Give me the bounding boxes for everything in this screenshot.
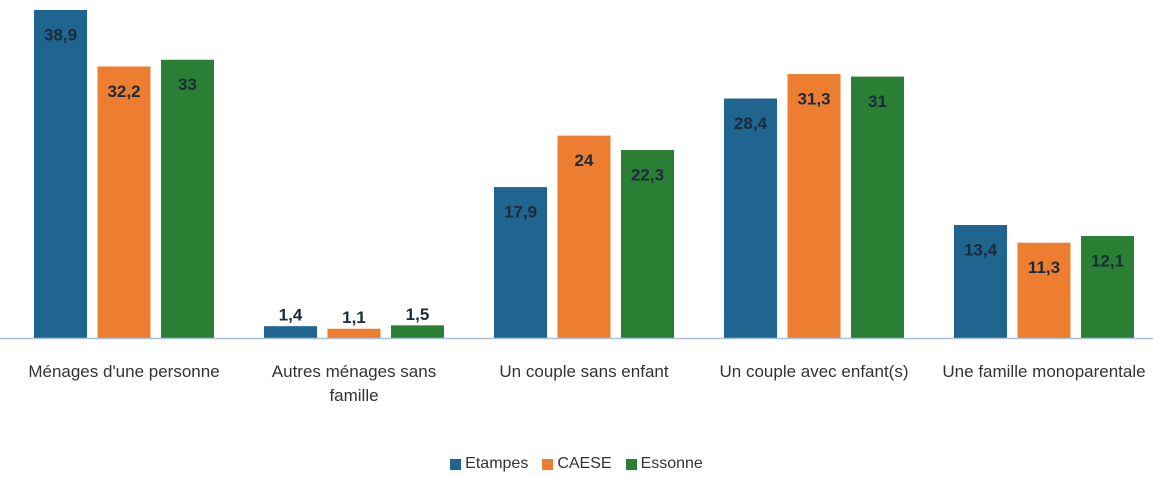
data-label: 32,2 <box>107 82 140 101</box>
bar <box>494 187 547 338</box>
x-tick-label: Ménages d'une personne <box>28 362 220 381</box>
legend-label: Essonne <box>640 455 703 472</box>
bar <box>391 325 444 338</box>
data-label: 31,3 <box>797 90 830 109</box>
bar <box>557 135 611 338</box>
x-tick-label: Un couple avec enfant(s) <box>719 362 909 381</box>
bar <box>724 98 777 339</box>
x-tick-label: Une famille monoparentale <box>942 362 1146 381</box>
x-tick-label: Un couple sans enfant <box>499 362 669 381</box>
data-label: 12,1 <box>1091 251 1124 270</box>
bar <box>954 225 1007 338</box>
legend-swatch <box>625 458 637 470</box>
data-label: 1,5 <box>406 305 430 324</box>
bar <box>851 76 904 339</box>
bar <box>161 59 214 338</box>
data-label: 11,3 <box>1028 258 1060 277</box>
legend-item: CAESE <box>542 455 612 473</box>
data-label: 13,4 <box>964 240 998 259</box>
bar <box>621 149 674 338</box>
legend-item: Etampes <box>450 455 528 473</box>
data-label: 28,4 <box>734 114 768 133</box>
bar <box>1081 235 1134 338</box>
bar <box>1017 242 1071 338</box>
data-label: 1,4 <box>279 306 303 325</box>
legend-label: CAESE <box>557 455 612 472</box>
data-label: 17,9 <box>504 203 537 222</box>
bar <box>327 328 381 338</box>
legend-swatch <box>450 458 462 470</box>
x-tick-label: Autres ménages sans famille <box>271 362 437 405</box>
bar <box>97 66 151 338</box>
data-label: 38,9 <box>44 25 77 44</box>
legend-swatch <box>542 458 554 470</box>
data-label: 31 <box>868 92 887 111</box>
bar <box>264 326 317 338</box>
legend-item: Essonne <box>625 455 703 473</box>
bar <box>787 74 841 338</box>
legend-label: Etampes <box>465 455 529 472</box>
data-label: 33 <box>178 75 197 94</box>
data-label: 24 <box>575 151 594 170</box>
data-label: 22,3 <box>631 165 664 184</box>
data-label: 1,1 <box>342 308 366 327</box>
bar <box>34 10 87 338</box>
legend: Etampes CAESE Essonne <box>0 455 1153 473</box>
